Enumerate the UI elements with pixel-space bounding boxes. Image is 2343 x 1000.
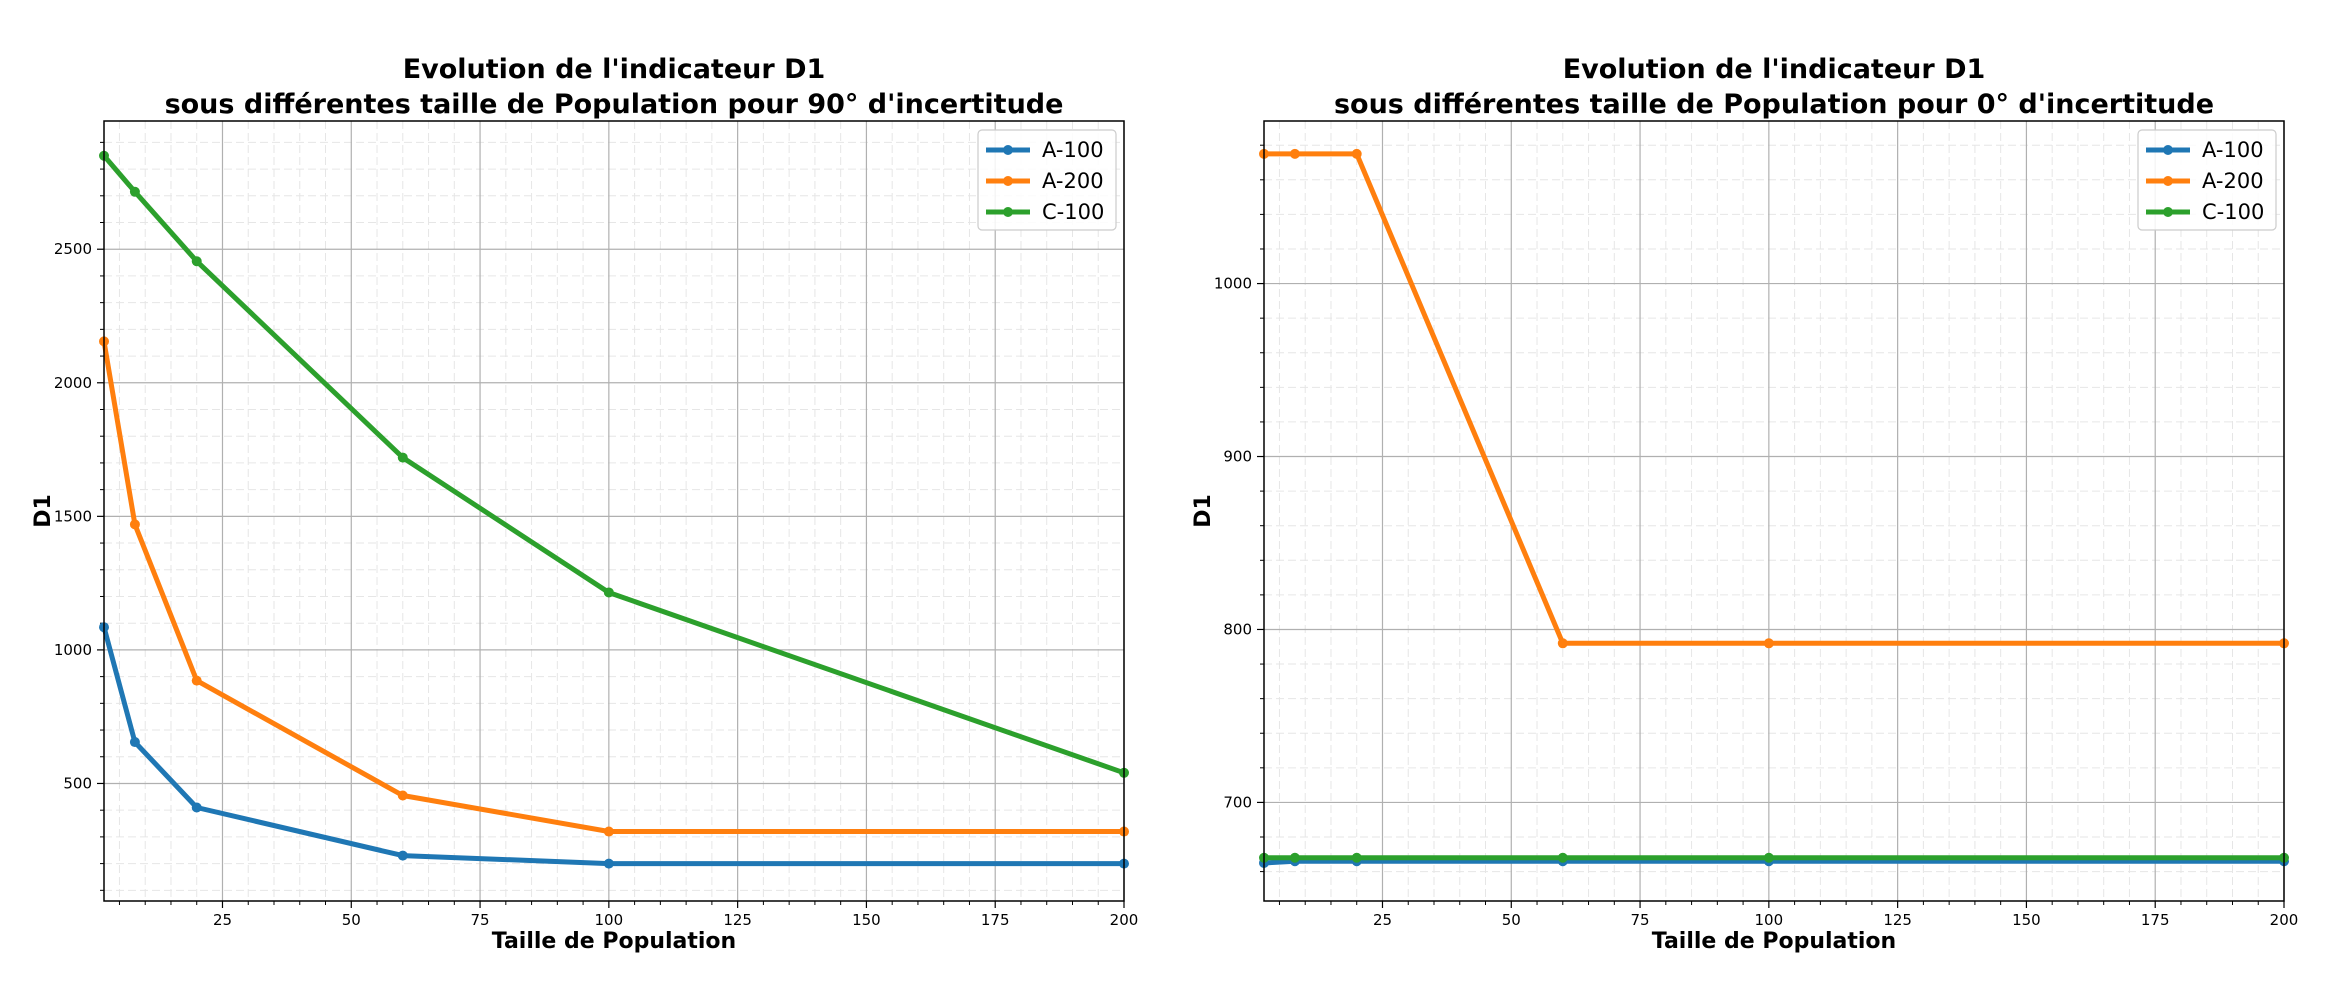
legend-marker-C-100 bbox=[1003, 207, 1013, 217]
series-line-A-100 bbox=[1261, 858, 2287, 866]
x-tick-label: 100 bbox=[595, 911, 624, 929]
legend-box bbox=[977, 129, 1117, 231]
data-point-C-100 bbox=[1763, 852, 1774, 863]
y-tick-label: 500 bbox=[63, 774, 92, 792]
data-point-C-100 bbox=[1557, 852, 1568, 863]
x-tick-label: 150 bbox=[2012, 911, 2041, 929]
chart-title-line-2: sous différentes taille de Population po… bbox=[165, 89, 1064, 120]
legend-marker-A-200 bbox=[2163, 176, 2173, 186]
chart-title-line-2: sous différentes taille de Population po… bbox=[1334, 89, 2214, 120]
legend-label-C-100: C-100 bbox=[1042, 200, 1104, 224]
y-tick-label: 900 bbox=[1223, 448, 1252, 466]
data-point-A-200 bbox=[1289, 148, 1300, 159]
chart-title-line-1: Evolution de l'indicateur D1 bbox=[403, 54, 826, 85]
data-point-C-100 bbox=[191, 256, 202, 267]
legend-marker-A-200 bbox=[1003, 176, 1013, 186]
data-point-A-100 bbox=[603, 858, 614, 869]
x-tick-label: 125 bbox=[723, 911, 752, 929]
y-axis-label: D1 bbox=[1191, 494, 1216, 528]
x-tick-label: 50 bbox=[1502, 911, 1521, 929]
x-tick-label: 25 bbox=[213, 911, 232, 929]
legend-marker-C-100 bbox=[2163, 207, 2173, 217]
y-tick-label: 2000 bbox=[54, 374, 92, 392]
chart-title-line-1: Evolution de l'indicateur D1 bbox=[1563, 54, 1986, 85]
legend-label-A-100: A-100 bbox=[1042, 138, 1104, 162]
y-tick-label: 1000 bbox=[54, 641, 92, 659]
plot-frame bbox=[103, 120, 1125, 902]
data-point-A-200 bbox=[1351, 148, 1362, 159]
data-point-A-100 bbox=[191, 802, 202, 813]
x-tick-label: 175 bbox=[981, 911, 1010, 929]
legend-label-C-100: C-100 bbox=[2202, 200, 2264, 224]
x-tick-label: 200 bbox=[2270, 911, 2299, 929]
data-point-C-100 bbox=[1289, 852, 1300, 863]
legend-marker-A-100 bbox=[2163, 145, 2173, 155]
x-tick-label: 75 bbox=[1631, 911, 1650, 929]
legend: A-100 A-200 C-100 bbox=[977, 129, 1117, 231]
y-axis-label: D1 bbox=[31, 494, 56, 528]
x-axis-label: Taille de Population bbox=[1652, 929, 1896, 954]
x-tick-label: 125 bbox=[1883, 911, 1912, 929]
plot-frame bbox=[1263, 120, 2285, 902]
x-tick-label: 75 bbox=[471, 911, 490, 929]
series-line-C-100 bbox=[101, 153, 1127, 776]
y-tick-label: 2500 bbox=[54, 240, 92, 258]
x-tick-label: 150 bbox=[852, 911, 881, 929]
legend-marker-A-100 bbox=[1003, 145, 1013, 155]
data-point-C-100 bbox=[397, 452, 408, 463]
y-tick-label: 700 bbox=[1223, 793, 1252, 811]
legend-label-A-100: A-100 bbox=[2202, 138, 2264, 162]
data-point-C-100 bbox=[603, 587, 614, 598]
legend-label-A-200: A-200 bbox=[2202, 169, 2264, 193]
x-tick-label: 25 bbox=[1373, 911, 1392, 929]
data-point-A-200 bbox=[603, 826, 614, 837]
data-point-A-100 bbox=[129, 737, 140, 748]
data-point-A-200 bbox=[1763, 638, 1774, 649]
data-point-A-200 bbox=[129, 519, 140, 530]
data-point-A-100 bbox=[397, 850, 408, 861]
y-tick-label: 800 bbox=[1223, 620, 1252, 638]
x-tick-label: 100 bbox=[1755, 911, 1784, 929]
data-point-C-100 bbox=[1351, 852, 1362, 863]
series-line-A-200 bbox=[101, 338, 1127, 834]
data-point-C-100 bbox=[129, 186, 140, 197]
series-line-A-100 bbox=[101, 624, 1127, 867]
data-point-A-200 bbox=[1557, 638, 1568, 649]
x-tick-label: 200 bbox=[1110, 911, 1139, 929]
chart-panel-1: 25 50 75 100 125 150 175 200 500 1000 1500 2000 2500… bbox=[31, 54, 1138, 954]
y-tick-label: 1500 bbox=[54, 507, 92, 525]
chart-panel-2: 25 50 75 100 125 150 175 200 700 800 900 1000 Evolut… bbox=[1191, 54, 2298, 954]
data-point-A-200 bbox=[191, 675, 202, 686]
series-line-A-200 bbox=[1261, 151, 2287, 646]
legend-box bbox=[2137, 129, 2277, 231]
x-axis-label: Taille de Population bbox=[492, 929, 736, 954]
x-tick-label: 50 bbox=[342, 911, 361, 929]
y-tick-label: 1000 bbox=[1214, 275, 1252, 293]
data-point-A-200 bbox=[397, 790, 408, 801]
legend: A-100 A-200 C-100 bbox=[2137, 129, 2277, 231]
legend-label-A-200: A-200 bbox=[1042, 169, 1104, 193]
x-tick-label: 175 bbox=[2141, 911, 2170, 929]
